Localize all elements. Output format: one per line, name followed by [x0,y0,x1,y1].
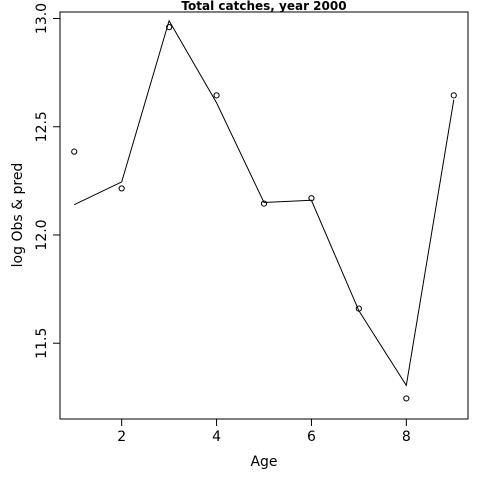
observed-point [213,92,220,99]
x-tick-label: 4 [212,429,221,445]
chart-title: Total catches, year 2000 [181,0,346,13]
y-axis-label: log Obs & pred [10,163,26,268]
plot-frame [59,11,469,420]
y-tick-label: 11.5 [34,328,50,359]
observed-point [166,24,173,31]
x-axis: 2 4 6 8 [117,419,411,445]
x-tick-label: 8 [402,429,411,445]
y-tick-label: 12.0 [34,219,50,250]
x-tick-label: 2 [117,429,126,445]
observed-point [450,92,457,99]
observed-point [71,148,78,155]
x-axis-label: Age [250,454,277,470]
predicted-line [73,19,455,387]
y-tick-label: 13.0 [34,3,50,34]
x-tick-label: 6 [307,429,316,445]
observed-point [118,185,125,192]
series-layer [71,19,457,402]
y-axis: 11.5 12.0 12.5 13.0 [34,3,60,359]
observed-point [403,395,410,402]
observed-point [260,200,268,207]
y-tick-label: 12.5 [34,111,50,142]
